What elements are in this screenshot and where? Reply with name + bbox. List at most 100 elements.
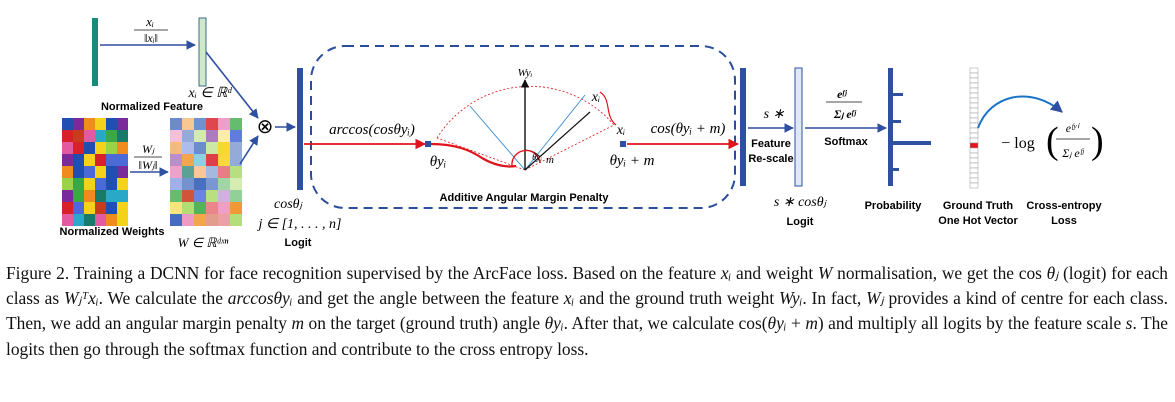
caption-text: (logit) for each class as [6, 263, 1169, 309]
matrix-cell [73, 142, 84, 154]
softmax-num: eᶠʲ [837, 87, 848, 101]
ground-truth-cell [969, 172, 979, 179]
caption-math: θyᵢ [767, 313, 787, 334]
ground-truth-cell [969, 167, 979, 174]
ground-truth-cell [969, 72, 979, 79]
caption-text: normalisation, we get the cos [832, 263, 1047, 283]
arcface-diagram: xᵢ ‖xᵢ‖ xᵢ ∈ ℝᵈ Normalized Feature Wⱼ ‖W… [60, 14, 1104, 250]
ground-truth-cell [969, 122, 979, 129]
weight-matrix [62, 118, 128, 226]
ground-truth-cell [969, 97, 979, 104]
matrix-cell [117, 166, 128, 178]
matrix-cell [62, 202, 73, 214]
matrix-cell [230, 154, 242, 166]
matrix-cell [194, 202, 206, 214]
matrix-cell [170, 130, 182, 142]
ground-truth-cell [969, 162, 979, 169]
ground-truth-cell [969, 82, 979, 89]
matrix-cell [62, 190, 73, 202]
angle-geometry [430, 79, 617, 171]
matrix-cell [84, 154, 95, 166]
normalized-weights-label: Normalized Weights [60, 226, 165, 238]
ground-truth-cell [969, 147, 979, 154]
matrix-cell [170, 178, 182, 190]
matrix-cell [182, 154, 194, 166]
matrix-cell [73, 118, 84, 130]
caption-math: θⱼ [1046, 263, 1059, 283]
s-times-label: s ∗ [764, 107, 785, 122]
matrix-cell [206, 130, 218, 142]
matrix-cell [206, 154, 218, 166]
s-cos-theta-label: s ∗ cosθⱼ [774, 195, 828, 210]
matrix-cell [95, 154, 106, 166]
matrix-cell [170, 214, 182, 226]
caption-text: . The logits then go through the softmax… [6, 313, 1168, 359]
weight-norm-den: ‖Wⱼ‖ [139, 158, 158, 172]
matrix-cell [206, 166, 218, 178]
caption-math: Wⱼ [866, 288, 884, 309]
matrix-cell [218, 214, 230, 226]
matrix-cell [84, 142, 95, 154]
ground-truth-cell [969, 102, 979, 109]
matrix-cell [73, 130, 84, 142]
matrix-cell [117, 178, 128, 190]
normalized-feature-label: Normalized Feature [101, 101, 203, 113]
matrix-cell [194, 166, 206, 178]
matrix-cell [62, 142, 73, 154]
caption-text: . We calculate the [98, 288, 228, 309]
ground-truth-cell [969, 182, 979, 189]
matrix-cell [194, 178, 206, 190]
caption-text: Figure 2. Training a DCNN for face recog… [6, 263, 721, 283]
caption-math: Wⱼᵀxᵢ [63, 288, 99, 309]
matrix-cell [182, 202, 194, 214]
cos-theta-plus-m-label: cos(θyᵢ + m) [651, 121, 726, 137]
softmax-den: Σⱼ eᶠʲ [833, 107, 857, 121]
matrix-cell [117, 118, 128, 130]
angular-penalty-label: Additive Angular Margin Penalty [440, 192, 610, 204]
caption-text: . In fact, [802, 288, 867, 309]
ground-truth-label-2: One Hot Vector [938, 215, 1018, 227]
matrix-cell [194, 154, 206, 166]
matrix-cell [230, 166, 242, 178]
feature-vector [92, 18, 98, 86]
ground-truth-vector [969, 67, 979, 189]
matrix-cell [182, 190, 194, 202]
matrix-cell [218, 178, 230, 190]
matrix-cell [106, 166, 117, 178]
caption-math: Wyᵢ [779, 288, 803, 309]
theta-plus-m-marker [620, 141, 626, 147]
w-yi-label: Wyᵢ [518, 67, 533, 79]
ground-truth-cell [969, 112, 979, 119]
theta-inner-label: θyᵢ [532, 152, 542, 162]
matrix-cell [117, 190, 128, 202]
normalized-feature-vector [198, 17, 207, 87]
ground-truth-cell [969, 107, 979, 114]
matrix-cell [84, 202, 95, 214]
weights-to-product-arrow [239, 135, 259, 165]
feature-rescale-label-2: Re-scale [748, 153, 793, 165]
logit-vector-right [794, 67, 803, 187]
matrix-cell [194, 190, 206, 202]
matrix-cell [117, 202, 128, 214]
ce-label-1: Cross-entropy [1026, 200, 1102, 212]
matrix-cell [84, 130, 95, 142]
feature-norm-den: ‖xᵢ‖ [144, 31, 158, 45]
weight-space-label: W ∈ ℝᵈˣⁿ [178, 235, 230, 250]
ground-truth-cell [969, 137, 979, 144]
ground-truth-cell [969, 92, 979, 99]
feature-to-product-arrow [205, 51, 259, 119]
caption-math: s [1125, 313, 1133, 334]
matrix-cell [170, 118, 182, 130]
x-i-top-label: xᵢ [591, 90, 600, 105]
caption-text: + [786, 313, 806, 334]
caption-math: arccosθyᵢ [227, 288, 293, 309]
matrix-cell [95, 178, 106, 190]
matrix-cell [218, 202, 230, 214]
matrix-cell [218, 118, 230, 130]
normalized-weight-matrix [170, 118, 242, 226]
caption-math: m [291, 313, 305, 334]
matrix-cell [73, 214, 84, 226]
weight-norm-num: Wⱼ [142, 142, 155, 156]
caption-math: m [805, 313, 818, 334]
ground-truth-cell [969, 177, 979, 184]
